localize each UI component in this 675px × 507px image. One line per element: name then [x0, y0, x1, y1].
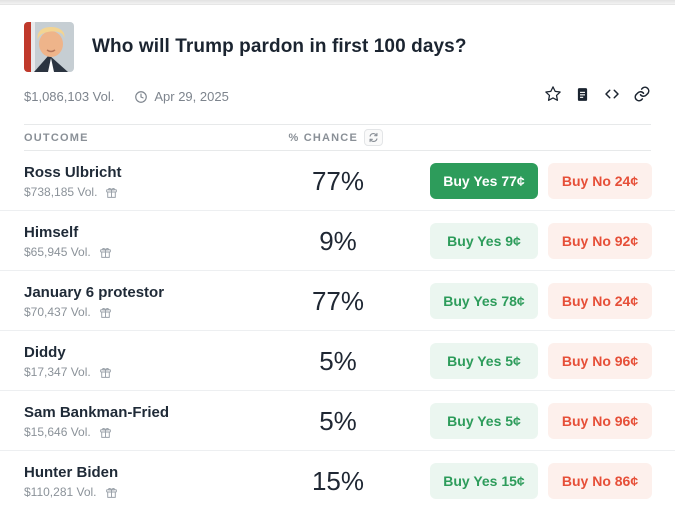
outcome-volume: $17,347 Vol. [24, 365, 112, 379]
outcome-row[interactable]: January 6 protestor $70,437 Vol. 77% Buy… [0, 271, 675, 331]
embed-code-icon[interactable] [603, 85, 621, 103]
page-title: Who will Trump pardon in first 100 days? [92, 36, 467, 57]
outcome-name: Sam Bankman-Fried [24, 404, 170, 421]
buy-no-button[interactable]: Buy No 96¢ [548, 343, 652, 379]
buy-yes-button[interactable]: Buy Yes 15¢ [430, 463, 538, 499]
outcome-row[interactable]: Hunter Biden $110,281 Vol. 15% Buy Yes 1… [0, 451, 675, 507]
market-avatar [24, 22, 74, 72]
refresh-icon[interactable] [364, 129, 383, 146]
chance-value: 77% [311, 166, 365, 196]
outcome-volume-text: $15,646 Vol. [24, 425, 91, 439]
chance-value: 77% [311, 286, 365, 316]
outcome-volume: $65,945 Vol. [24, 245, 112, 259]
outcome-volume-text: $65,945 Vol. [24, 245, 91, 259]
chance-value: 5% [319, 346, 357, 376]
outcome-volume: $738,185 Vol. [24, 185, 118, 199]
outcome-volume-text: $17,347 Vol. [24, 365, 91, 379]
buy-yes-button[interactable]: Buy Yes 9¢ [430, 223, 538, 259]
star-icon[interactable] [544, 85, 562, 103]
outcome-volume-text: $738,185 Vol. [24, 185, 98, 199]
buy-yes-button[interactable]: Buy Yes 78¢ [430, 283, 538, 319]
table-header: OUTCOME % CHANCE [24, 124, 651, 151]
buy-no-button[interactable]: Buy No 24¢ [548, 283, 652, 319]
volume-total: $1,086,103 Vol. [24, 89, 115, 104]
clock-icon [134, 90, 148, 104]
outcome-name: Ross Ulbricht [24, 164, 122, 181]
buy-no-button[interactable]: Buy No 86¢ [548, 463, 652, 499]
gift-icon [105, 186, 118, 199]
outcome-row[interactable]: Diddy $17,347 Vol. 5% Buy Yes 5¢ Buy No … [0, 331, 675, 391]
document-icon[interactable] [574, 86, 591, 103]
outcome-name: January 6 protestor [24, 284, 165, 301]
outcome-column-header: OUTCOME [24, 131, 89, 144]
chance-column-header: % CHANCE [288, 131, 358, 144]
outcome-rows: Ross Ulbricht $738,185 Vol. 77% Buy Yes … [0, 151, 675, 507]
gift-icon [105, 486, 118, 499]
link-icon[interactable] [633, 85, 651, 103]
outcome-name: Hunter Biden [24, 464, 119, 481]
buy-yes-button[interactable]: Buy Yes 5¢ [430, 403, 538, 439]
outcome-volume-text: $70,437 Vol. [24, 305, 91, 319]
outcome-row[interactable]: Sam Bankman-Fried $15,646 Vol. 5% Buy Ye… [0, 391, 675, 451]
market-actions [544, 85, 651, 103]
outcome-row[interactable]: Ross Ulbricht $738,185 Vol. 77% Buy Yes … [0, 151, 675, 211]
gift-icon [99, 306, 112, 319]
outcome-volume: $110,281 Vol. [24, 485, 118, 499]
end-date: Apr 29, 2025 [154, 89, 229, 104]
outcome-volume: $70,437 Vol. [24, 305, 112, 319]
buy-no-button[interactable]: Buy No 92¢ [548, 223, 652, 259]
chance-value: 15% [311, 466, 365, 496]
chance-value: 9% [319, 226, 357, 256]
buy-no-button[interactable]: Buy No 24¢ [548, 163, 652, 199]
outcome-volume: $15,646 Vol. [24, 425, 112, 439]
outcome-name: Diddy [24, 344, 66, 361]
outcome-row[interactable]: Himself $65,945 Vol. 9% Buy Yes 9¢ Buy N… [0, 211, 675, 271]
gift-icon [99, 426, 112, 439]
chance-value: 5% [319, 406, 357, 436]
top-edge-strip [0, 0, 675, 5]
gift-icon [99, 366, 112, 379]
outcome-name: Himself [24, 224, 79, 241]
gift-icon [99, 246, 112, 259]
buy-yes-button[interactable]: Buy Yes 5¢ [430, 343, 538, 379]
outcome-volume-text: $110,281 Vol. [24, 485, 97, 499]
buy-yes-button[interactable]: Buy Yes 77¢ [430, 163, 538, 199]
market-meta: $1,086,103 Vol. Apr 29, 2025 [24, 89, 229, 104]
buy-no-button[interactable]: Buy No 96¢ [548, 403, 652, 439]
